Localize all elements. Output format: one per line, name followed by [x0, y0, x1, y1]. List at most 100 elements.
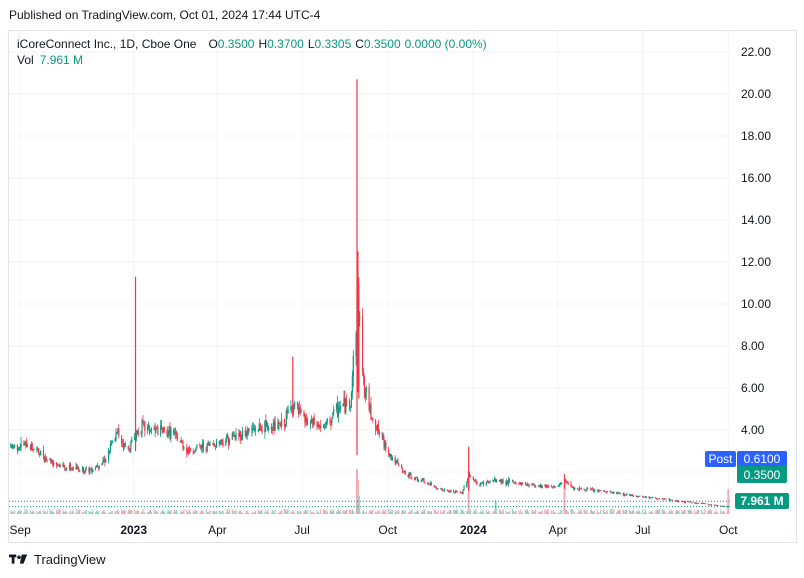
candle-body	[359, 316, 361, 320]
candle-body	[398, 463, 400, 465]
candle-body	[94, 467, 97, 470]
candle-body	[487, 480, 489, 483]
candle-body	[287, 409, 289, 414]
candle-body	[272, 423, 274, 431]
candle-body	[488, 482, 490, 483]
candle-body	[244, 430, 246, 437]
volume-bar	[135, 511, 138, 514]
volume-bar	[81, 512, 84, 514]
volume-bar	[548, 511, 550, 514]
volume-bar	[665, 512, 667, 514]
candle-body	[284, 424, 286, 427]
volume-bar	[168, 510, 170, 514]
candle-body	[268, 426, 270, 431]
candle-body	[676, 500, 678, 502]
grid-lines	[9, 31, 732, 514]
volume-bar	[25, 512, 27, 514]
volume-bar	[453, 509, 455, 514]
tradingview-logo[interactable]: TradingView	[9, 552, 106, 567]
candle-body	[114, 440, 116, 442]
volume-bar	[605, 511, 607, 514]
candle-body	[505, 482, 507, 485]
candle-body	[219, 441, 221, 445]
volume-bar	[450, 510, 452, 514]
volume-bar	[623, 509, 625, 514]
volume-bar	[104, 511, 106, 514]
volume-bar	[371, 510, 373, 514]
candle-body	[642, 495, 644, 497]
tradingview-icon	[9, 554, 28, 564]
symbol-label: iCoreConnect Inc., 1D, Cboe One	[17, 37, 197, 51]
candle-body	[156, 427, 158, 429]
candle-body	[208, 442, 210, 446]
volume-bar	[572, 509, 574, 514]
volume-bar	[114, 510, 116, 514]
volume-bar	[127, 511, 129, 514]
candle-body	[361, 316, 364, 372]
candle-body	[547, 485, 549, 488]
volume-bar	[192, 510, 194, 514]
volume-bar	[180, 510, 182, 514]
candle-body	[402, 470, 405, 472]
volume-bar	[409, 511, 411, 514]
candle-body	[518, 483, 520, 485]
candle-body	[51, 461, 53, 463]
volume-bar	[58, 509, 60, 514]
candle-body	[459, 491, 461, 493]
candle-body	[209, 443, 211, 446]
candle-body	[440, 488, 442, 490]
candle-body	[435, 486, 437, 489]
volume-bar	[690, 509, 692, 514]
volume-bar	[124, 510, 126, 514]
candle-body	[233, 435, 235, 437]
candle-body	[629, 493, 631, 496]
candle-body	[414, 478, 416, 480]
candle-body	[336, 403, 339, 417]
volume-bar	[551, 512, 554, 514]
volume-bar	[434, 509, 436, 514]
candle-body	[390, 454, 393, 460]
candle-body	[560, 482, 562, 485]
candle-body	[475, 480, 477, 483]
candle-body	[55, 462, 58, 465]
volume-bar	[331, 512, 333, 514]
candle-body	[221, 439, 223, 442]
volume-bar	[488, 510, 490, 514]
volume-bar	[248, 512, 250, 514]
candle-body	[585, 490, 587, 492]
volume-bar	[202, 511, 205, 514]
volume-bar	[388, 509, 390, 514]
volume-bar	[156, 511, 158, 514]
volume-bar	[161, 509, 164, 514]
candle-body	[318, 424, 320, 427]
volume-bar	[502, 509, 504, 514]
volume-bar	[648, 512, 650, 514]
candle-body	[143, 421, 145, 423]
volume-bar	[322, 509, 325, 514]
post-label-badge-bg	[705, 451, 736, 467]
candle-body	[609, 491, 611, 492]
volume-bar	[147, 511, 150, 514]
volume-bar	[375, 512, 378, 514]
candle-body	[726, 506, 728, 507]
candle-body	[227, 437, 230, 446]
volume-bar	[626, 509, 628, 514]
volume-bar	[375, 512, 377, 514]
volume-bar	[286, 509, 288, 514]
candle-body	[665, 498, 667, 500]
candle-body	[566, 482, 568, 484]
volume-bar	[140, 512, 142, 514]
volume-bar	[506, 512, 508, 514]
volume-bar	[186, 509, 188, 514]
candle-body	[710, 504, 713, 506]
candle-body	[247, 428, 249, 436]
candle-body	[558, 484, 560, 486]
candle-body	[174, 432, 176, 434]
volume-bar	[209, 509, 211, 514]
candle-body	[201, 447, 203, 449]
volume-bar	[532, 511, 534, 514]
candle-body	[407, 474, 409, 478]
candle-body	[140, 433, 142, 434]
candle-body	[40, 450, 42, 456]
